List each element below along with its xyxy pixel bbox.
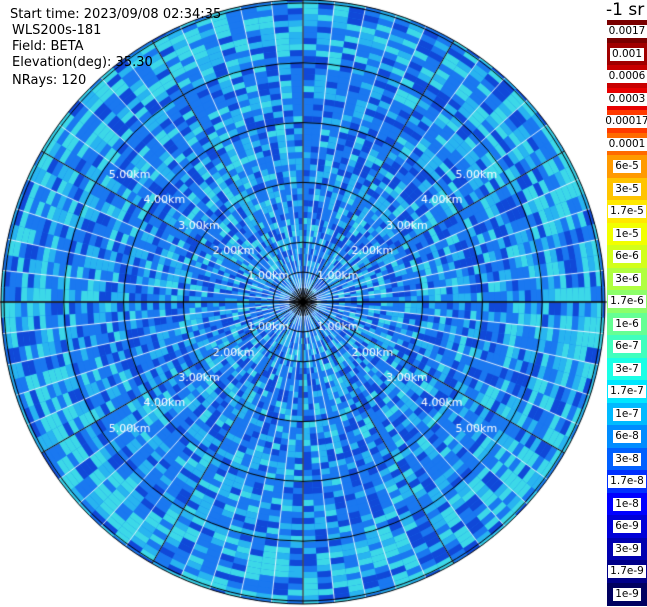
colorbar-tick-label: 1e-8 [613, 497, 641, 511]
colorbar-tick-label: 6e-9 [613, 520, 641, 533]
colorbar-swatch: 3e-5 [607, 177, 647, 201]
colorbar-swatch: 1.7e-7 [607, 380, 647, 403]
start-time-label: Start time: 2023/09/08 02:34:35 [10, 7, 222, 22]
colorbar-swatch: 0.0006 [606, 65, 647, 88]
colorbar-tick-label: 0.0003 [606, 92, 647, 106]
colorbar-tick-label: 1e-5 [613, 227, 641, 241]
colorbar-units-title: -1 sr [606, 0, 645, 20]
colorbar-swatch: 6e-5 [607, 155, 647, 178]
colorbar-swatch: 1e-9 [607, 582, 647, 606]
colorbar-tick-label: 3e-6 [613, 272, 641, 286]
colorbar-tick-label: 0.0001 [606, 137, 647, 151]
colorbar-tick-label: 0.001 [609, 47, 645, 61]
colorbar-tick-label: 6e-5 [613, 160, 641, 173]
colorbar-tick-label: 1.7e-8 [608, 475, 646, 488]
colorbar-tick-label: 6e-7 [613, 340, 641, 353]
colorbar-tick-label: 1e-7 [613, 407, 641, 421]
colorbar-swatch: 6e-6 [607, 245, 647, 268]
colorbar-swatch: 1e-5 [607, 222, 647, 246]
colorbar-tick-label: 6e-8 [613, 430, 641, 443]
colorbar-tick-label: 3e-9 [613, 542, 641, 556]
colorbar-tick-label: 0.00017 [603, 115, 647, 128]
colorbar-tick-label: 1e-6 [613, 317, 641, 331]
colorbar-swatch: 0.0003 [606, 87, 647, 111]
colorbar-swatch: 1e-7 [607, 402, 647, 426]
colorbar-swatch: 1.7e-9 [607, 560, 647, 583]
colorbar-swatch: 6e-8 [607, 425, 647, 448]
colorbar-tick-label: 6e-6 [613, 250, 641, 263]
colorbar-tick-label: 0.0017 [606, 25, 647, 38]
colorbar-swatch: 3e-8 [607, 447, 647, 471]
colorbar-tick-label: 1e-9 [613, 587, 641, 601]
colorbar-swatch: 1.7e-5 [607, 200, 647, 223]
colorbar-tick-label: 1.7e-9 [608, 565, 646, 578]
colorbar-swatch: 1.7e-8 [607, 470, 647, 493]
colorbar-swatch: 1e-6 [607, 312, 647, 336]
colorbar-tick-label: 1.7e-7 [608, 385, 646, 398]
colorbar-swatch: 0.00017 [603, 110, 647, 133]
colorbar-tick-label: 3e-7 [613, 362, 641, 376]
colorbar: 0.0017 0.001 0.0006 0.0003 0.00017 0.0001 6e-5… [603, 20, 647, 606]
colorbar-swatch: 3e-6 [607, 267, 647, 291]
field-label: Field: BETA [12, 39, 84, 54]
colorbar-swatch: 6e-9 [607, 515, 647, 538]
colorbar-tick-label: 1.7e-5 [608, 205, 646, 218]
colorbar-swatch: 0.001 [607, 42, 647, 66]
colorbar-tick-label: 0.0006 [606, 70, 647, 83]
nrays-label: NRays: 120 [12, 73, 87, 88]
colorbar-swatch: 0.0017 [606, 20, 647, 43]
colorbar-swatch: 1e-8 [607, 492, 647, 516]
colorbar-tick-label: 1.7e-6 [608, 295, 646, 308]
colorbar-swatch: 1.7e-6 [607, 290, 647, 313]
colorbar-swatch: 6e-7 [607, 335, 647, 358]
elevation-label: Elevation(deg): 35.30 [12, 55, 153, 70]
colorbar-swatch: 3e-7 [607, 357, 647, 381]
colorbar-tick-label: 3e-8 [613, 452, 641, 466]
colorbar-tick-label: 3e-5 [613, 182, 641, 196]
colorbar-swatch: 0.0001 [606, 132, 647, 156]
colorbar-swatch: 3e-9 [607, 537, 647, 561]
radar-name-label: WLS200s-181 [12, 23, 102, 38]
